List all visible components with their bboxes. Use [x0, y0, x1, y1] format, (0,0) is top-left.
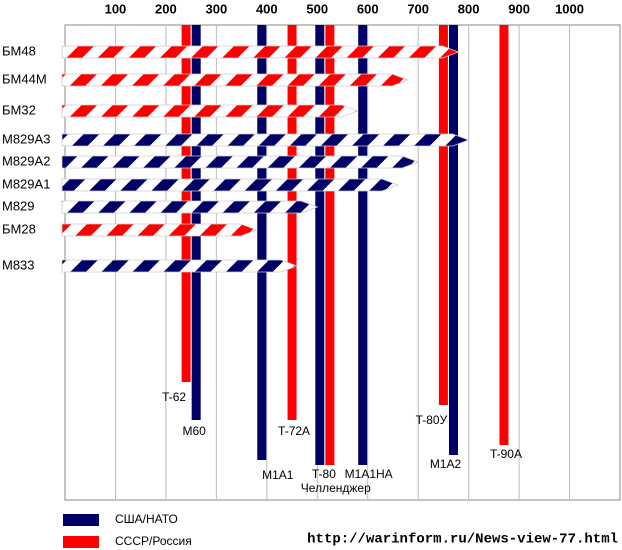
x-tick-label: 900 — [508, 1, 530, 16]
x-tick-label: 1000 — [555, 1, 584, 16]
armor-bar — [449, 25, 458, 455]
legend-swatch — [63, 514, 99, 526]
round-label: M829A2 — [2, 153, 50, 168]
tank-label: T-62 — [162, 390, 186, 404]
penetration-arrow — [61, 200, 319, 214]
tank-label: M1A1HA — [345, 467, 393, 481]
armor-bar — [287, 25, 297, 420]
tank-label: Челленджер — [301, 481, 371, 495]
penetration-arrow — [61, 73, 410, 87]
x-tick-label: 800 — [458, 1, 480, 16]
x-tick-label: 600 — [357, 1, 379, 16]
penetration-arrow — [61, 45, 460, 59]
tank-label: T-90A — [490, 447, 522, 461]
legend-label: США/НАТО — [115, 512, 178, 526]
round-label: M829A3 — [2, 131, 50, 146]
armor-bar — [257, 25, 267, 460]
armor-bar — [499, 25, 509, 445]
x-tick-label: 700 — [407, 1, 429, 16]
penetration-arrow — [61, 155, 420, 169]
round-label: БМ44М — [2, 71, 47, 86]
round-label: БМ48 — [2, 43, 36, 58]
x-tick-label: 100 — [105, 1, 127, 16]
x-tick-label: 400 — [256, 1, 278, 16]
penetration-arrow — [61, 104, 359, 118]
armor-bar — [325, 25, 335, 465]
x-tick-label: 300 — [206, 1, 228, 16]
penetration-arrow — [61, 223, 258, 237]
armor-bar — [315, 25, 325, 465]
x-tick-label: 500 — [306, 1, 328, 16]
x-tick-label: 200 — [155, 1, 177, 16]
round-label: M833 — [2, 257, 35, 272]
tank-label: T-80 — [312, 467, 336, 481]
tank-label: T-80У — [416, 413, 448, 427]
tank-label: M1A2 — [430, 457, 462, 471]
round-label: БМ28 — [2, 221, 36, 236]
penetration-arrow — [61, 178, 400, 192]
source-url: http://warinform.ru/News-view-77.html — [307, 532, 618, 548]
legend-label: СССР/Россия — [115, 534, 192, 548]
tank-label: M1A1 — [262, 468, 294, 482]
tank-label: T-72A — [278, 424, 310, 438]
armor-bar — [191, 25, 201, 420]
penetration-arrow — [61, 133, 470, 147]
penetration-arrow — [61, 259, 299, 273]
tank-label: M60 — [183, 424, 207, 438]
round-label: M829A1 — [2, 176, 50, 191]
armor-bar — [358, 25, 368, 465]
legend-swatch — [63, 536, 99, 548]
round-label: БМ32 — [2, 102, 36, 117]
armor-bar — [438, 25, 448, 405]
round-label: M829 — [2, 198, 35, 213]
